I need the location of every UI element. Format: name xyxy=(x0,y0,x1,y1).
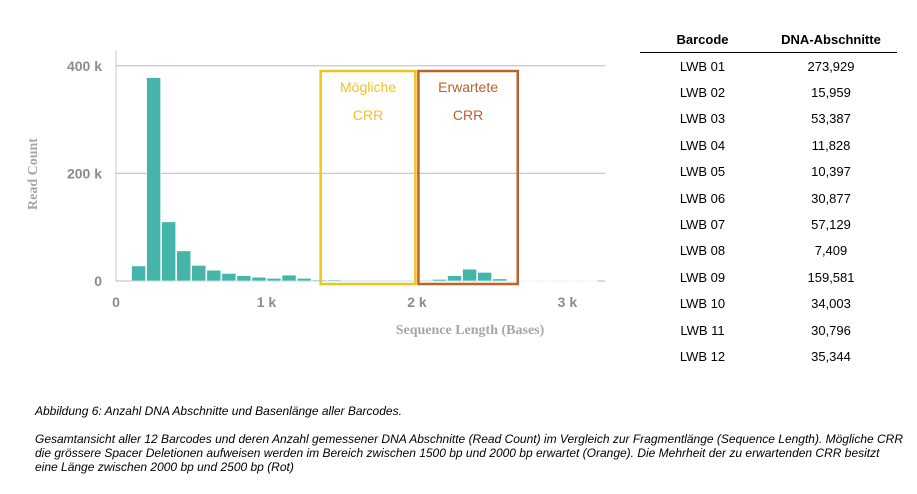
histogram-chart: Mögliche CRR Erwartete CRR 0 200 k 400 k 0 1 k 2… xyxy=(26,50,605,338)
barcode-table: Barcode DNA-Abschnitte LWB 01 273,929 LWB… xyxy=(640,30,897,370)
table-row: LWB 12 35,344 xyxy=(640,343,897,369)
barcode-cell: LWB 12 xyxy=(679,348,726,364)
y-tick-label: 0 xyxy=(94,273,102,289)
barcode-cell: LWB 02 xyxy=(679,85,726,101)
histogram-bar xyxy=(371,279,387,282)
count-cell: 15,959 xyxy=(811,85,851,101)
table-row: LWB 07 57,129 xyxy=(640,211,897,237)
histogram-bar xyxy=(206,269,222,282)
crr-range-box xyxy=(319,69,417,286)
histogram-bar xyxy=(296,278,312,282)
histogram-bar xyxy=(552,280,568,282)
table-row: LWB 08 7,409 xyxy=(640,238,897,264)
histogram-bar xyxy=(191,265,207,282)
tick-layer: 0 200 k 400 k 0 1 k 2 k 3 k xyxy=(67,58,577,310)
histogram-bar xyxy=(477,272,492,282)
histogram-bar xyxy=(161,221,176,282)
histogram-bar xyxy=(492,278,507,282)
table-header-row: Barcode DNA-Abschnitte xyxy=(640,30,897,53)
barcode-cell: LWB 01 xyxy=(679,58,726,74)
x-tick-label: 2 k xyxy=(407,294,427,310)
histogram-bar xyxy=(537,280,553,282)
count-cell: 11,828 xyxy=(811,137,851,153)
histogram-bar xyxy=(236,275,252,282)
table-row: LWB 10 34,003 xyxy=(640,291,897,317)
histogram-bar xyxy=(221,273,237,282)
count-cell: 34,003 xyxy=(811,296,851,312)
histogram-bar xyxy=(341,279,357,282)
barcode-cell: LWB 07 xyxy=(679,217,726,233)
table-row: LWB 04 11,828 xyxy=(640,132,897,158)
histogram-bar xyxy=(447,275,462,282)
annotation-layer: Mögliche CRR Erwartete CRR xyxy=(319,69,519,286)
histogram-bar xyxy=(567,280,583,282)
histogram-bar xyxy=(387,279,402,282)
y-tick-label: 200 k xyxy=(67,165,102,181)
crr-box-label: CRR xyxy=(353,107,383,123)
histogram-bar xyxy=(326,279,342,282)
crr-box-label: Mögliche xyxy=(340,79,396,95)
barcode-cell: LWB 08 xyxy=(679,243,726,259)
count-cell: 35,344 xyxy=(811,348,851,364)
figure-caption-body: Gesamtansicht aller 12 Barcodes und dere… xyxy=(35,432,903,474)
barcode-cell: LWB 03 xyxy=(679,111,726,127)
figure-caption-title: Abbildung 6: Anzahl DNA Abschnitte und B… xyxy=(35,404,402,418)
histogram-bar xyxy=(266,278,282,282)
histogram-bar xyxy=(432,279,447,282)
barcode-cell: LWB 10 xyxy=(679,296,726,312)
column-header-dna-abschnitte: DNA-Abschnitte xyxy=(765,30,897,53)
table-row: LWB 03 53,387 xyxy=(640,106,897,132)
barcode-cell: LWB 11 xyxy=(680,322,725,338)
count-cell: 30,877 xyxy=(811,190,851,206)
bar-layer xyxy=(131,77,598,282)
count-cell: 159,581 xyxy=(807,269,855,285)
histogram-bar xyxy=(507,280,523,282)
x-tick-label: 1 k xyxy=(257,294,277,310)
y-axis-title: Read Count xyxy=(26,138,41,210)
count-cell: 30,796 xyxy=(811,322,851,338)
crr-box-label: CRR xyxy=(453,107,483,123)
table-row: LWB 11 30,796 xyxy=(640,317,897,343)
barcode-cell: LWB 05 xyxy=(679,164,726,180)
count-cell: 7,409 xyxy=(814,243,848,259)
barcode-cell: LWB 06 xyxy=(679,190,726,206)
count-cell: 53,387 xyxy=(811,111,851,127)
histogram-bar xyxy=(522,280,538,282)
histogram-bar xyxy=(176,250,192,282)
table-row: LWB 06 30,877 xyxy=(640,185,897,211)
histogram-bar xyxy=(311,279,327,282)
histogram-bar xyxy=(582,280,598,282)
histogram-bar xyxy=(281,274,297,282)
barcode-cell: LWB 04 xyxy=(679,137,726,153)
histogram-bar xyxy=(462,268,477,282)
count-cell: 57,129 xyxy=(811,217,851,233)
table-row: LWB 01 273,929 xyxy=(640,53,897,80)
histogram-bar xyxy=(251,276,267,282)
x-tick-label: 0 xyxy=(112,294,120,310)
x-axis-title: Sequence Length (Bases) xyxy=(396,323,545,338)
x-tick-label: 3 k xyxy=(558,294,578,310)
y-tick-label: 400 k xyxy=(67,58,102,74)
histogram-bar xyxy=(146,77,161,282)
table-row: LWB 05 10,397 xyxy=(640,159,897,185)
count-cell: 10,397 xyxy=(811,164,851,180)
count-cell: 273,929 xyxy=(807,58,855,74)
table-row: LWB 02 15,959 xyxy=(640,79,897,105)
crr-range-box xyxy=(417,69,519,286)
histogram-bar xyxy=(356,279,372,282)
histogram-bar xyxy=(131,265,146,282)
crr-box-label: Erwartete xyxy=(438,79,498,95)
column-header-barcode: Barcode xyxy=(640,30,765,53)
barcode-cell: LWB 09 xyxy=(679,269,726,285)
table-row: LWB 09 159,581 xyxy=(640,264,897,290)
